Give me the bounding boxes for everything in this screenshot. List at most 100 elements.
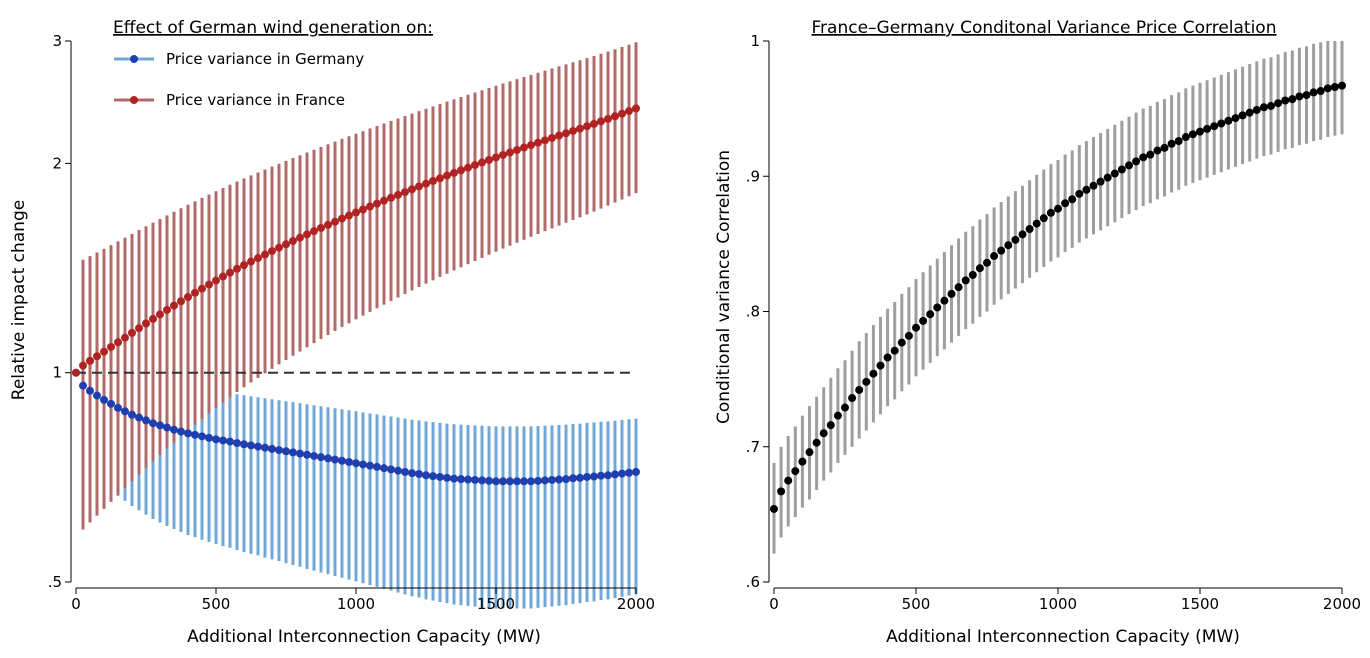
left-series-1-point	[471, 161, 479, 170]
right-series-0-point	[1316, 87, 1325, 96]
right-series-0-point	[1309, 88, 1318, 97]
left-series-1-point	[114, 338, 122, 347]
left-series-0-point	[422, 471, 430, 480]
left-series-0-point	[597, 471, 605, 480]
left-series-0-point	[485, 476, 493, 485]
left-series-0-point	[310, 451, 318, 460]
left-series-0-point	[625, 468, 633, 477]
left-series-1-point	[198, 284, 206, 293]
left-series-1-point	[366, 202, 374, 211]
left-x-tick-label: 1500	[477, 595, 515, 613]
left-series-1-point	[415, 182, 423, 191]
left-series-1-point	[492, 153, 500, 162]
left-series-1-point	[107, 342, 115, 351]
left-series-1-point	[275, 243, 283, 252]
left-series-0-point	[499, 477, 507, 486]
left-series-1-point	[408, 185, 416, 194]
left-series-1-point	[86, 356, 94, 365]
right-series-0-point	[869, 369, 878, 378]
left-series-0-point	[205, 433, 213, 442]
legend: Effect of German wind generation on: Pri…	[113, 18, 433, 109]
left-series-1-point	[548, 133, 556, 142]
right-series-0-point	[1025, 224, 1034, 233]
left-series-1-point	[541, 136, 549, 145]
right-y-tick-label: 1	[750, 32, 760, 50]
right-series-0-point	[798, 457, 807, 466]
right-series-0-point	[1174, 137, 1183, 146]
right-series-0-point	[912, 323, 920, 332]
left-series-1-point	[506, 148, 514, 157]
left-series-0-point	[520, 477, 528, 486]
left-series-0-point	[184, 429, 192, 438]
left-series-1-point	[219, 272, 227, 281]
left-series-1-point	[450, 168, 458, 177]
right-series-0-point	[968, 270, 977, 279]
left-series-0-point	[163, 423, 171, 432]
left-series-1-point	[317, 223, 325, 232]
left-series-0-point	[282, 447, 290, 456]
left-series-1-point	[163, 305, 171, 314]
right-y-tick-label: .8	[746, 303, 760, 321]
right-series-0-point	[1011, 235, 1020, 244]
right-y-tick-label: .6	[746, 573, 760, 591]
left-series-1-point	[121, 333, 129, 342]
right-series-0-point	[1110, 169, 1119, 178]
left-series-0-point	[359, 460, 367, 469]
left-series-1-point	[254, 254, 262, 263]
right-series-0-point	[826, 421, 835, 430]
left-series-0-point	[373, 462, 381, 471]
left-series-0-point	[100, 395, 108, 404]
left-series-0-point	[548, 475, 556, 484]
left-series-1-point	[240, 261, 248, 270]
left-series-1-point	[268, 247, 276, 256]
right-series-0-point	[1160, 143, 1169, 152]
left-series-0-point	[534, 476, 542, 485]
left-series-1-point	[632, 104, 640, 113]
left-series-0-point	[107, 399, 115, 408]
right-series-0-point	[990, 252, 999, 261]
left-series-0-point	[632, 467, 640, 476]
left-series-1-point	[583, 122, 591, 131]
right-series-0-point	[1125, 161, 1133, 170]
left-x-tick-label: 500	[202, 595, 231, 613]
left-series-0-point	[527, 477, 535, 486]
right-series-0-point	[1181, 133, 1190, 142]
left-series-0-point	[254, 442, 262, 451]
left-series-1-point	[184, 292, 192, 301]
left-series-1-point	[324, 220, 332, 229]
right-series-0-point	[1139, 153, 1148, 162]
right-y-tick-label: .7	[746, 438, 760, 456]
right-x-axis-title: Additional Interconnection Capacity (MW)	[886, 627, 1240, 647]
legend-entry-france: Price variance in France	[166, 91, 345, 109]
right-series-0-point	[1281, 96, 1290, 105]
left-series-1-point	[429, 176, 437, 185]
right-series-0-point	[1302, 91, 1311, 100]
left-series-0-point	[590, 472, 598, 481]
left-series-0-point	[317, 453, 325, 462]
left-series-0-point	[219, 436, 227, 445]
left-series-0-point	[415, 470, 423, 479]
left-series-1-point	[205, 280, 213, 289]
right-series-0-point	[1153, 146, 1162, 155]
left-x-tick-label: 0	[71, 595, 81, 613]
right-series-0-point	[1039, 214, 1048, 223]
right-series-0-point	[1132, 157, 1141, 166]
left-series-0-point	[401, 467, 409, 476]
right-points	[770, 81, 1346, 513]
right-x-ticks: 0 500 1000 1500 2000	[769, 588, 1361, 613]
right-series-0-point	[1068, 195, 1077, 204]
left-y-ticks: .5 1 2 3	[48, 32, 71, 591]
left-series-1-point	[401, 188, 409, 197]
left-series-0-point	[324, 454, 332, 463]
left-series-1-point	[436, 174, 444, 183]
left-series-1-point	[569, 126, 577, 135]
right-series-0-point	[1082, 185, 1091, 194]
left-series-0-point	[247, 441, 255, 450]
right-series-0-point	[805, 448, 814, 457]
left-series-0-point	[135, 413, 143, 422]
right-series-0-point	[862, 377, 871, 386]
left-series-1-point	[555, 131, 563, 140]
left-series-1-point	[394, 190, 402, 199]
left-series-0-point	[541, 476, 549, 485]
left-series-0-point	[352, 459, 360, 468]
